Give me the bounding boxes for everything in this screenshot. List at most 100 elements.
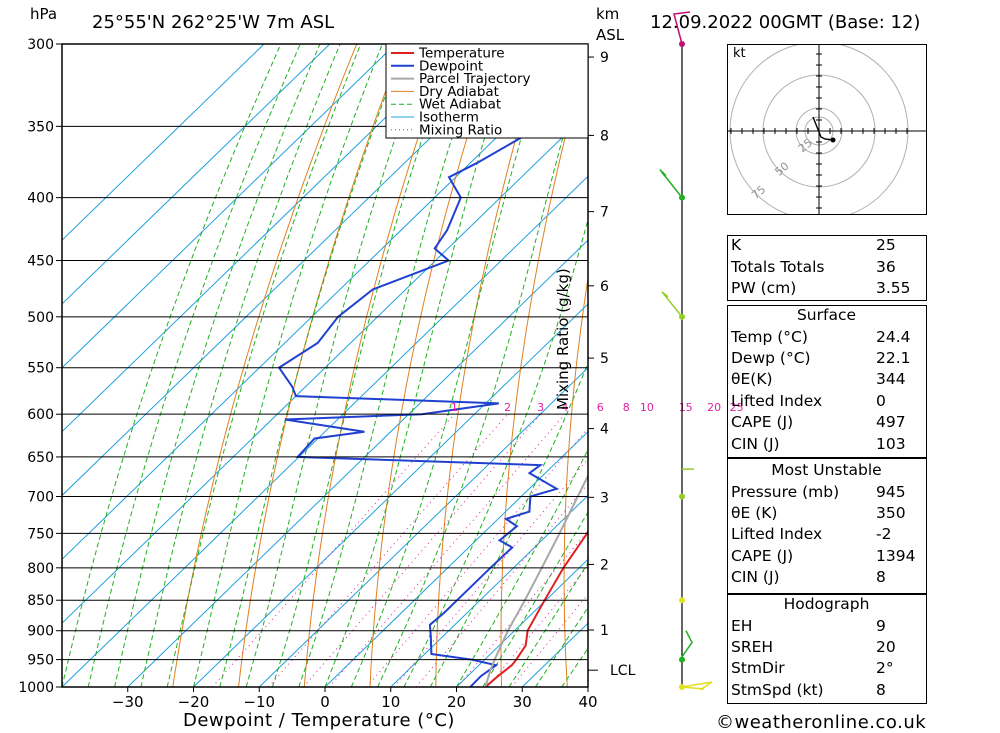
table-row: Totals Totals 36 [727, 256, 926, 277]
mixing-ratio-label: 25 [730, 401, 744, 414]
pressure-tick-label: 900 [27, 624, 54, 640]
table-row: CAPE (J) 497 [727, 412, 926, 433]
height-tick-label: 4 [600, 422, 609, 438]
mixing-ratio-label: 1 [451, 401, 458, 414]
index-label: EH [731, 616, 753, 635]
hodograph-ring-label: 25 [796, 136, 815, 155]
mixing-ratio-label: 3 [537, 401, 544, 414]
wind-barb [673, 11, 691, 45]
temperature-tick-label: −10 [243, 693, 275, 711]
isotherm-line [62, 44, 265, 241]
wind-profile [659, 11, 713, 691]
most-unstable-border [727, 458, 927, 594]
index-label: PW (cm) [731, 278, 797, 297]
table-row: Lifted Index 0 [727, 391, 926, 412]
table-row: CIN (J) 103 [727, 433, 926, 454]
hodograph-ring-label: 50 [772, 160, 791, 179]
temperature-tick-label: −20 [178, 693, 210, 711]
indices-border [727, 235, 927, 301]
wet-adiabat [324, 44, 515, 687]
legend-box [385, 43, 589, 139]
isotherm-line [324, 430, 588, 687]
mixing-ratio-label: 10 [640, 401, 654, 414]
index-value: 36 [876, 257, 896, 276]
index-label: Lifted Index [731, 525, 823, 544]
section-title: Most Unstable [771, 461, 882, 480]
surface-table: Surface Temp (°C) 24.4 Dewp (°C) 22.1 θE(K) 34… [727, 305, 926, 455]
dry-adiabat [238, 44, 404, 687]
table-row: PW (cm) 3.55 [727, 278, 926, 299]
mixing-ratio-label: 2 [504, 401, 511, 414]
pressure-tick-label: 500 [27, 310, 54, 326]
datetime-title: 12.09.2022 00GMT (Base: 12) [650, 12, 921, 33]
index-label: Temp (°C) [731, 327, 808, 346]
index-label: Lifted Index [731, 391, 823, 410]
isotherm-line [193, 303, 588, 687]
index-value: 103 [876, 434, 906, 453]
index-label: θE (K) [731, 503, 778, 522]
isotherm-line [127, 239, 588, 687]
indices-table: K 25 Totals Totals 36 PW (cm) 3.55 [727, 235, 926, 299]
table-row: θE (K) 350 [727, 503, 926, 524]
wet-adiabat [456, 448, 588, 687]
temperature-tick-label: 0 [320, 693, 330, 711]
wet-adiabat [350, 44, 550, 687]
index-value: 945 [876, 482, 906, 501]
height-ref-label: ASL [596, 26, 625, 44]
pressure-tick-label: 650 [27, 450, 54, 466]
pressure-tick-label: 750 [27, 526, 54, 542]
pressure-tick-label: 950 [27, 653, 54, 669]
legend-entry: Dry Adiabat [419, 84, 499, 100]
height-tick-label: 7 [600, 205, 609, 221]
pressure-tick-label: 850 [27, 593, 54, 609]
table-row: Dewp (°C) 22.1 [727, 348, 926, 369]
wind-level-marker [679, 597, 685, 604]
mixing-ratio-line [456, 530, 588, 687]
dry-adiabat [369, 44, 497, 687]
pressure-tick-label: 600 [27, 407, 54, 423]
hodograph-trace [812, 116, 834, 141]
surface-border [727, 305, 927, 458]
pressure-tick-label: 1000 [18, 680, 54, 696]
table-row: CAPE (J) 1394 [727, 546, 926, 567]
temperature-line [484, 529, 588, 687]
height-tick-label: 5 [600, 351, 609, 367]
wet-adiabat [403, 217, 588, 687]
wet-adiabat [62, 44, 282, 687]
temperature-tick-label: 40 [578, 693, 597, 711]
hodograph-box: 25 50 75 kt [727, 44, 927, 215]
copyright-link[interactable]: ©weatheronline.co.uk [716, 712, 927, 733]
pressure-tick-label: 350 [27, 119, 54, 135]
pressure-tick-label: 450 [27, 254, 54, 270]
index-value: -2 [876, 525, 892, 544]
height-tick-label: 8 [600, 128, 609, 144]
index-value: 2° [876, 659, 894, 678]
mixing-ratio-label: 6 [597, 401, 604, 414]
section-title: Hodograph [783, 595, 870, 614]
table-row: θE(K) 344 [727, 369, 926, 390]
temperature-tick-label: 10 [381, 693, 400, 711]
mixing-ratio-label: 8 [623, 401, 630, 414]
wind-barb [661, 291, 683, 318]
legend-entry: Temperature [418, 46, 505, 62]
dry-adiabat [625, 44, 683, 687]
pressure-tick-label: 550 [27, 361, 54, 377]
hodograph-stats-border [727, 594, 927, 704]
index-value: 344 [876, 370, 906, 389]
table-row: Pressure (mb) 945 [727, 481, 926, 502]
location-title: 25°55'N 262°25'W 7m ASL [92, 12, 335, 33]
mixing-ratio-label: 20 [707, 401, 721, 414]
mixing-ratio-line [328, 413, 566, 687]
height-tick-label: 1 [600, 623, 609, 639]
legend-entry: Isotherm [419, 110, 479, 126]
index-value: 8 [876, 568, 886, 587]
wet-adiabat [271, 44, 456, 687]
index-value: 497 [876, 413, 906, 432]
wet-adiabat [140, 44, 341, 687]
isotherm-line [62, 44, 396, 369]
index-value: 0 [876, 391, 886, 410]
isotherm-line [62, 44, 528, 497]
